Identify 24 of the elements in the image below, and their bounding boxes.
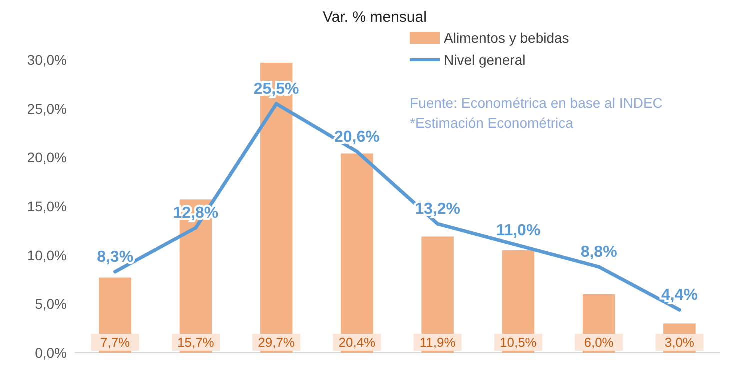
data-label: 20,4%: [338, 335, 376, 350]
y-tick-label: 0,0%: [35, 345, 67, 361]
y-tick-label: 30,0%: [27, 52, 67, 68]
legend-label: Alimentos y bebidas: [444, 30, 570, 46]
data-label: 10,5%: [500, 335, 538, 350]
chart-subtitle: Var. % mensual: [323, 9, 427, 26]
data-label: 8,3%: [97, 248, 134, 266]
y-tick-label: 10,0%: [27, 247, 67, 264]
data-label: 11,0%: [496, 222, 541, 240]
y-tick-label: 25,0%: [27, 100, 67, 117]
data-label: 8,8%: [580, 244, 618, 262]
data-label: 3,0%: [664, 335, 695, 350]
data-label: 6,0%: [584, 335, 614, 350]
data-label: 15,7%: [178, 335, 215, 350]
data-label: 29,7%: [258, 335, 296, 350]
y-tick-label: 5,0%: [35, 296, 67, 312]
annotation: Fuente: Econométrica en base al INDEC: [410, 95, 663, 111]
annotation: *Estimación Econométrica: [410, 115, 574, 131]
data-label: 4,4%: [661, 287, 698, 304]
legend-label: Nivel general: [444, 52, 526, 68]
y-tick-label: 15,0%: [27, 198, 67, 214]
data-label: 7,7%: [100, 335, 131, 350]
data-label: 11,9%: [420, 335, 456, 350]
y-tick-label: 20,0%: [27, 150, 67, 166]
